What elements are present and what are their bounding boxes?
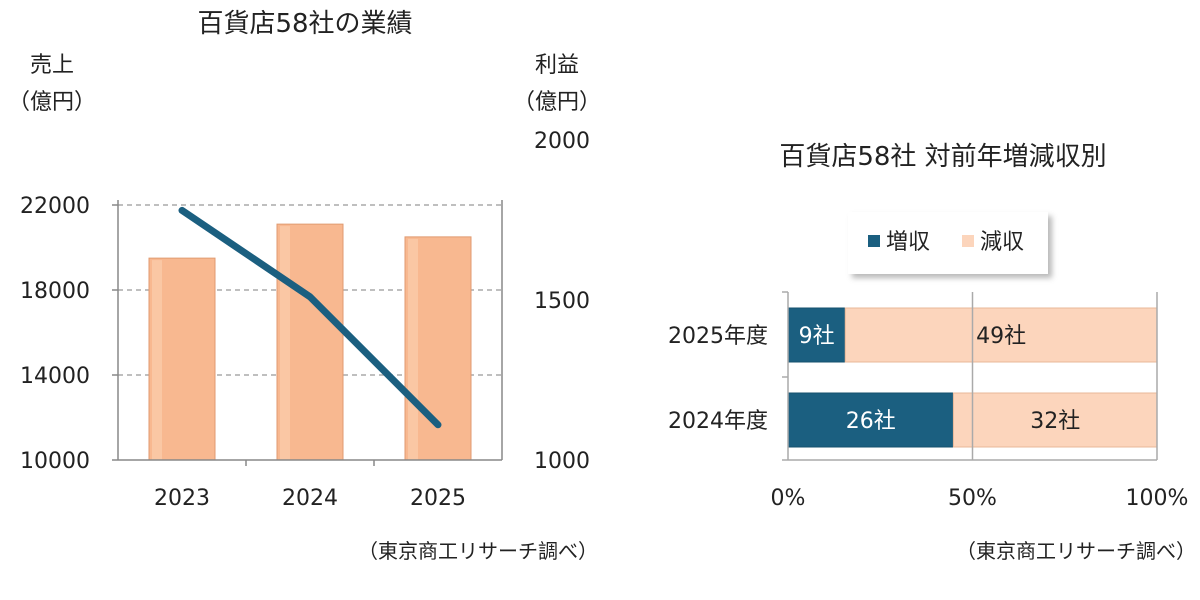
x-tick-label: 50% [948, 486, 997, 511]
line-profit [178, 206, 442, 429]
x-tick-label: 2023 [154, 486, 210, 511]
segment-decrease [844, 307, 1158, 363]
x-tick-label: 100% [1126, 486, 1189, 511]
left-y-tick-label: 10000 [20, 449, 90, 474]
segment-label: 49社 [976, 324, 1026, 349]
bar-highlight [408, 238, 418, 460]
right-y-tick-label: 1500 [534, 289, 590, 314]
left-chart: 百貨店58社の業績 売上 （億円） 利益 （億円） 10000 14000 1800… [8, 9, 601, 563]
legend-label-increase: 増収 [886, 230, 930, 255]
segment-label: 26社 [846, 409, 896, 434]
segment-label: 9社 [799, 324, 835, 349]
segment-decrease [952, 392, 1158, 448]
x-tick-label: 2024 [282, 486, 338, 511]
right-chart: 百貨店58社 対前年増減収別 増収 減収 9社 49社 26社 32社 0% 50% 10… [668, 142, 1196, 563]
bar-highlight [152, 260, 162, 460]
right-source-note: （東京商工リサーチ調べ） [956, 539, 1196, 563]
legend-box [848, 212, 1048, 274]
left-source-note: （東京商工リサーチ調べ） [358, 539, 598, 563]
left-y-tick-label: 14000 [20, 364, 90, 389]
left-y-tick-label: 22000 [20, 194, 90, 219]
x-tick-label: 0% [771, 486, 806, 511]
row-label: 2024年度 [668, 409, 768, 434]
right-y-tick-label: 2000 [534, 129, 590, 154]
right-chart-title: 百貨店58社 対前年増減収別 [779, 142, 1106, 172]
left-y-tick-label: 18000 [20, 279, 90, 304]
left-axis-label: 売上 [30, 53, 74, 78]
x-tick-label: 2025 [410, 486, 466, 511]
legend-swatch-decrease [962, 235, 974, 247]
legend: 増収 減収 [848, 212, 1048, 274]
legend-swatch-increase [868, 235, 880, 247]
row-label: 2025年度 [668, 324, 768, 349]
right-y-tick-label: 1000 [534, 449, 590, 474]
segment-label: 32社 [1030, 409, 1080, 434]
bar-highlight [280, 226, 290, 460]
left-chart-title: 百貨店58社の業績 [197, 9, 412, 39]
left-axis-unit: （億円） [8, 90, 96, 115]
legend-label-decrease: 減収 [980, 230, 1024, 255]
right-axis-unit: （億円） [513, 90, 601, 115]
right-axis-label: 利益 [535, 53, 579, 78]
